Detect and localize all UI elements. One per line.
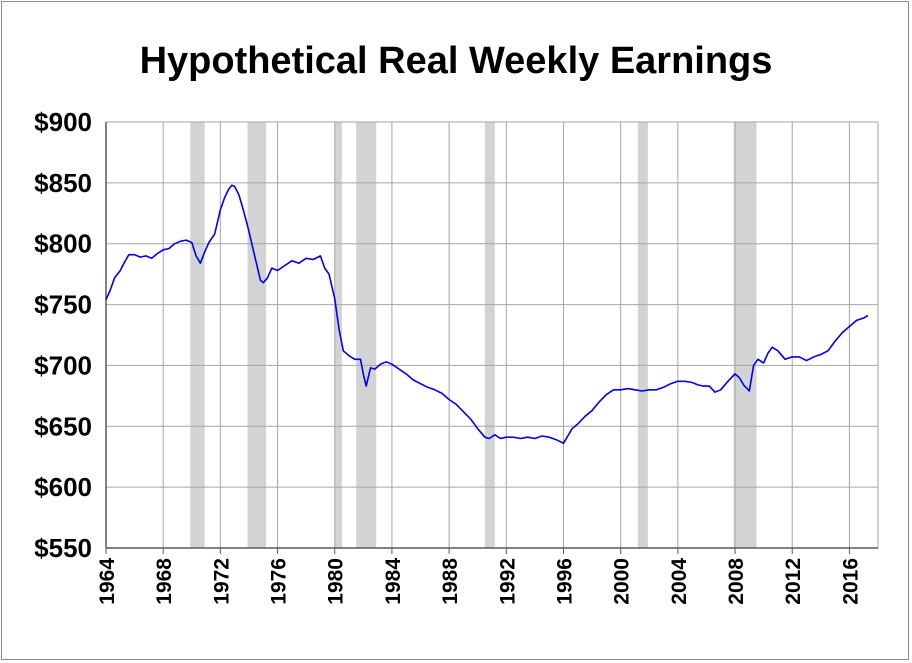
x-tick-label-2016: 2016: [839, 558, 862, 605]
recession-band-2: [334, 122, 342, 548]
recession-bands: [190, 122, 757, 548]
x-tick-label-2012: 2012: [782, 558, 805, 605]
recession-band-0: [190, 122, 205, 548]
recession-band-1: [247, 122, 267, 548]
x-tick-label-1984: 1984: [382, 558, 405, 605]
x-tick-label-1964: 1964: [96, 558, 119, 605]
x-tick-label-1972: 1972: [210, 558, 233, 605]
x-tick-label-1968: 1968: [153, 558, 176, 605]
y-tick-label-850: $850: [34, 168, 92, 198]
x-tick-label-1988: 1988: [439, 558, 462, 605]
y-tick-label-750: $750: [34, 290, 92, 320]
chart-title: Hypothetical Real Weekly Earnings: [139, 40, 773, 82]
x-tick-label-2004: 2004: [668, 558, 691, 605]
x-tick-label-2000: 2000: [611, 558, 634, 605]
x-tick-label-1992: 1992: [496, 558, 519, 605]
y-tick-label-700: $700: [34, 350, 92, 380]
y-tick-label-650: $650: [34, 411, 92, 441]
x-tick-label-1980: 1980: [325, 558, 348, 605]
recession-band-6: [733, 122, 757, 548]
y-tick-label-550: $550: [34, 533, 92, 563]
y-tick-label-600: $600: [34, 472, 92, 502]
recession-band-5: [637, 122, 648, 548]
x-tick-label-1996: 1996: [553, 558, 576, 605]
series-line-0: [105, 184, 869, 445]
gridlines: [105, 121, 879, 549]
y-tick-label-800: $800: [34, 229, 92, 259]
x-tick-label-2008: 2008: [725, 558, 748, 605]
recession-band-4: [484, 122, 495, 548]
y-tick-labels: $550 $600 $650 $700 $750 $800 $850 $900: [34, 107, 92, 563]
y-tick-label-900: $900: [34, 107, 92, 137]
axes: [105, 122, 878, 554]
series-group: [105, 184, 869, 445]
recession-band-3: [356, 122, 377, 548]
x-tick-label-1976: 1976: [268, 558, 291, 605]
x-tick-labels: 1964 1968 1972 1976 1980 1984 1988 1992 1996 2000…: [96, 558, 862, 605]
